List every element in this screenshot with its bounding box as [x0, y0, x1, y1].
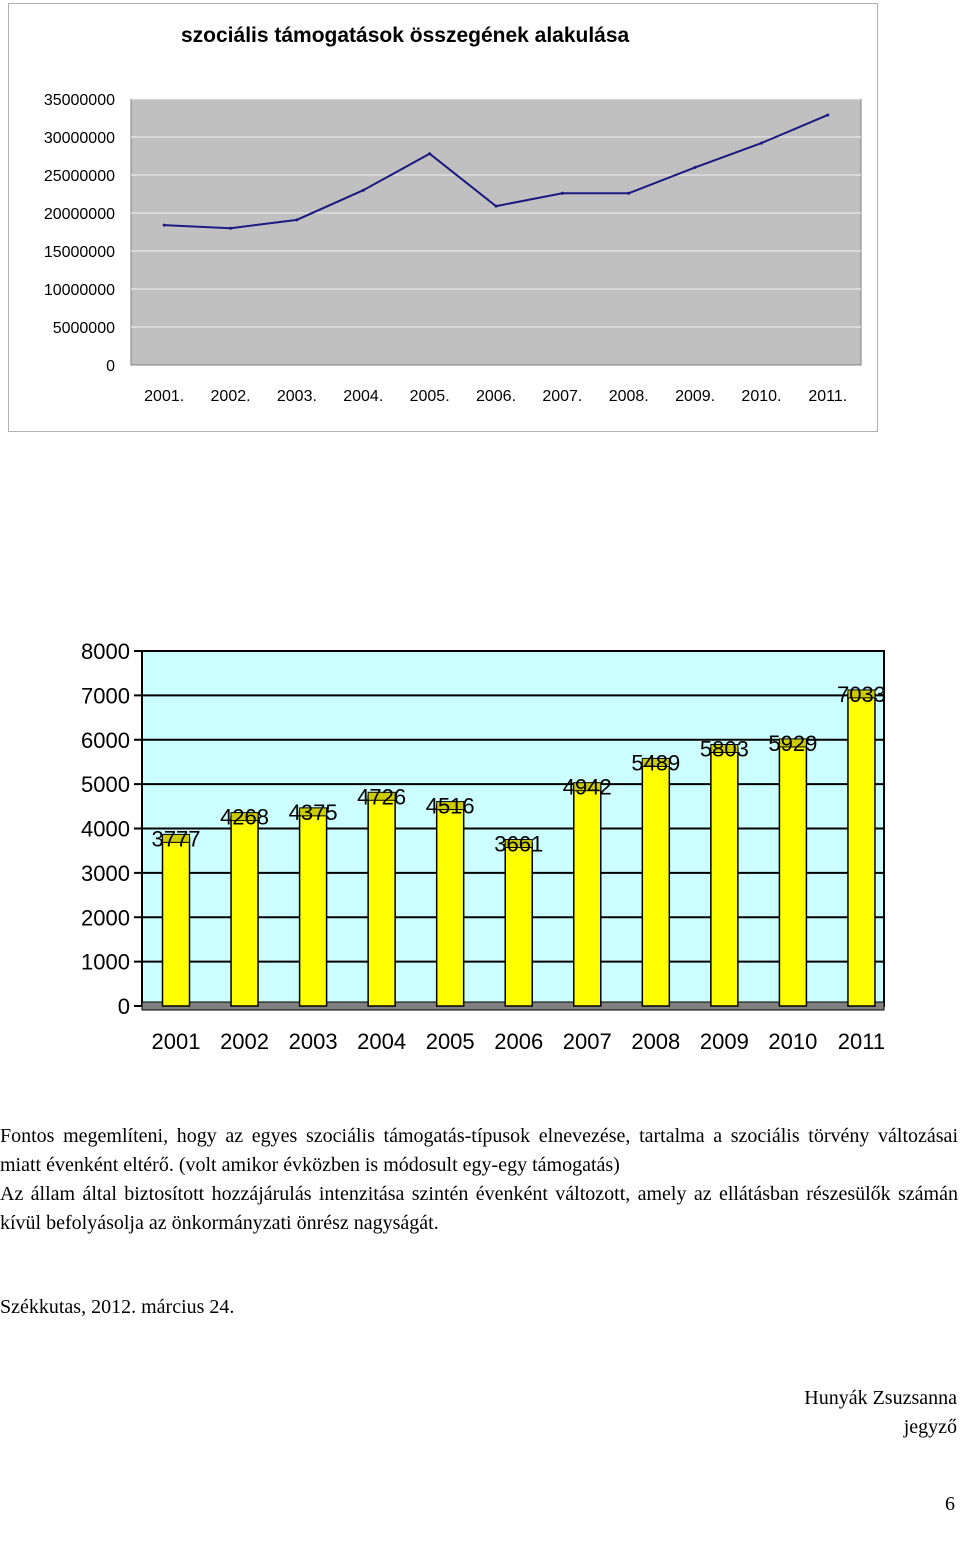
bar-y-tick-label: 2000	[81, 905, 130, 930]
line-y-tick-label: 30000000	[44, 130, 115, 147]
signer-title: jegyző	[903, 1416, 957, 1438]
bar-x-tick-label: 2008	[631, 1029, 680, 1054]
line-x-tick-label: 2011.	[808, 388, 847, 405]
bar-top	[436, 801, 465, 811]
line-point	[229, 226, 233, 230]
paragraph-variations: Fontos megemlíteni, hogy az egyes szociá…	[0, 1125, 958, 1176]
bar	[710, 747, 739, 1007]
line-x-tick-label: 2001.	[144, 388, 184, 405]
bar-top	[299, 807, 328, 817]
bar	[847, 693, 876, 1007]
bar-data-label: 3661	[494, 832, 543, 857]
page-number: 6	[945, 1493, 955, 1515]
line-point	[361, 188, 365, 192]
line-x-tick-label: 2004.	[343, 388, 383, 405]
bar-x-tick-label: 2004	[357, 1029, 406, 1054]
bar-y-tick-label: 4000	[81, 817, 130, 842]
bar-y-tick-label: 7000	[81, 683, 130, 708]
bar-y-tick-label: 3000	[81, 861, 130, 886]
bar-data-label: 4268	[220, 805, 269, 830]
bar-chart: 0 1000 2000 3000 4000 5000 6000 7000 8000 3777 426…	[81, 639, 886, 1054]
line-y-tick-label: 0	[106, 358, 115, 375]
line-chart-title: szociális támogatások összegének alakulá…	[181, 24, 630, 47]
line-y-tick-label: 25000000	[44, 168, 115, 185]
bar-x-tick-label: 2011	[838, 1029, 885, 1054]
line-x-tick-label: 2010.	[741, 388, 781, 405]
place-date: Székkutas, 2012. március 24.	[0, 1296, 235, 1318]
line-plot-area	[130, 98, 862, 366]
bar-x-tick-label: 2001	[152, 1029, 201, 1054]
bar	[504, 842, 533, 1007]
bar-y-tick-label: 1000	[81, 950, 130, 975]
bar-x-tick-label: 2005	[426, 1029, 475, 1054]
line-x-tick-label: 2009.	[675, 388, 715, 405]
bar-y-tick-label: 0	[118, 994, 130, 1019]
line-point	[428, 152, 432, 156]
bar	[298, 811, 328, 1007]
line-point	[295, 218, 299, 222]
bar-data-label: 5803	[700, 736, 749, 761]
line-y-tick-label: 20000000	[44, 206, 115, 223]
bar	[367, 795, 396, 1007]
bar-x-tick-label: 2007	[563, 1029, 612, 1054]
line-point	[826, 113, 830, 117]
line-y-tick-label: 35000000	[44, 92, 115, 109]
line-y-tick-label: 5000000	[53, 320, 115, 337]
bar-top	[367, 791, 396, 801]
bar-top	[162, 833, 190, 843]
bar	[161, 837, 191, 1007]
bar-x-tick-label: 2010	[768, 1029, 817, 1054]
bar-data-label: 5489	[631, 750, 680, 775]
bar-data-label: 4375	[289, 800, 338, 825]
line-x-tick-label: 2008.	[609, 388, 649, 405]
line-x-tick-label: 2005.	[410, 388, 450, 405]
bar-top	[641, 757, 670, 767]
bar-x-tick-label: 2002	[220, 1029, 269, 1054]
bar-x-tick-label: 2006	[494, 1029, 543, 1054]
bar-x-tick-label: 2009	[700, 1029, 749, 1054]
line-x-tick-label: 2003.	[277, 388, 317, 405]
line-x-tick-label: 2002.	[211, 388, 251, 405]
line-y-tick-label: 15000000	[44, 244, 115, 261]
line-point	[560, 191, 564, 195]
bar-top	[847, 689, 876, 699]
signer-name: Hunyák Zsuzsanna	[804, 1387, 957, 1409]
line-x-tick-label: 2006.	[476, 388, 516, 405]
line-point	[759, 141, 763, 145]
bar-top	[230, 812, 259, 822]
bar	[230, 815, 259, 1007]
bar-top	[710, 743, 739, 753]
bar-top	[504, 839, 533, 849]
bar	[573, 785, 602, 1007]
bar-data-label: 7033	[837, 682, 886, 707]
bar-data-label: 4516	[426, 794, 475, 819]
bar-data-label: 4942	[563, 775, 612, 800]
line-y-tick-label: 10000000	[44, 282, 115, 299]
line-point	[627, 191, 631, 195]
body-text: Fontos megemlíteni, hogy az egyes szociá…	[0, 1122, 958, 1238]
bar-data-label: 4726	[357, 784, 406, 809]
paragraph-state-contribution: Az állam által biztosított hozzájárulás …	[0, 1183, 958, 1234]
bar	[435, 804, 465, 1007]
bar-data-label: 5929	[768, 731, 817, 756]
bar-data-label: 3777	[152, 826, 201, 851]
bar-top	[778, 738, 807, 748]
bar-y-tick-label: 8000	[81, 639, 130, 664]
line-point	[494, 204, 498, 208]
line-x-tick-label: 2007.	[542, 388, 582, 405]
line-point	[162, 223, 166, 227]
signature-block: Hunyák Zsuzsanna jegyző	[804, 1384, 957, 1442]
bar-y-tick-label: 6000	[81, 728, 130, 753]
line-chart: 0 5000000 10000000 15000000 20000000 25000000…	[44, 92, 862, 405]
bar	[778, 742, 808, 1007]
bar	[641, 761, 671, 1007]
bar-y-tick-label: 5000	[81, 772, 130, 797]
bar-x-tick-label: 2003	[289, 1029, 338, 1054]
line-point	[693, 165, 697, 169]
bar-top	[573, 782, 602, 792]
